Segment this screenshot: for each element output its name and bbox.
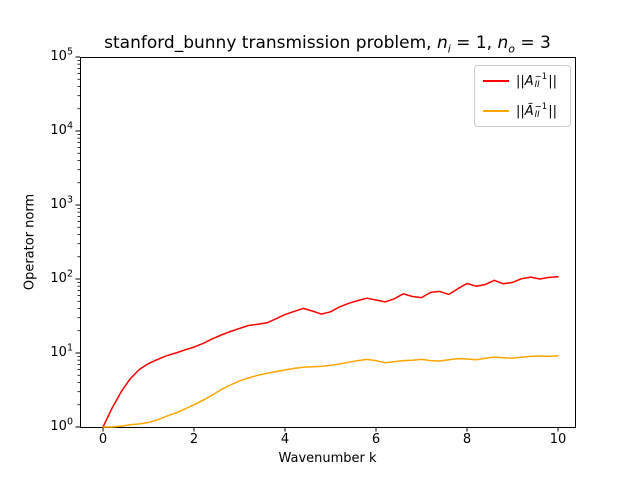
y-tick-label: 104	[50, 120, 73, 138]
legend-line-sample-orange	[483, 110, 509, 112]
subscript: II	[534, 110, 540, 120]
y-tick-label: 101	[50, 342, 73, 360]
y-tick-label: 103	[50, 194, 73, 212]
superscript: −1	[534, 102, 548, 112]
legend-line-sample-red	[483, 80, 509, 82]
norm-bars: ||	[516, 73, 525, 89]
legend: || A −1 II || || Ã −1 II ||	[474, 65, 571, 127]
chart-title: stanford_bunny transmission problem, ni …	[80, 33, 575, 55]
title-end: = 3	[514, 33, 551, 53]
x-tick-label: 8	[462, 432, 472, 447]
x-axis-label: Wavenumber k	[278, 451, 377, 466]
y-tick-label: 100	[50, 416, 73, 434]
norm-bars: ||	[548, 103, 557, 119]
series-line-A-inv	[102, 276, 559, 428]
subscript: II	[534, 80, 540, 90]
script-stack: −1 II	[534, 72, 548, 90]
series-line-A-tilde-inv	[102, 354, 559, 428]
x-tick-label: 4	[280, 432, 290, 447]
matrix-symbol-A-tilde: Ã	[524, 103, 534, 119]
legend-entry-A-tilde: || Ã −1 II ||	[483, 102, 562, 120]
title-var-no: n	[497, 33, 509, 53]
script-stack: −1 II	[534, 102, 548, 120]
title-var-ni: n	[436, 33, 448, 53]
title-sub-o: o	[508, 42, 515, 56]
matrix-symbol-A: A	[524, 73, 534, 89]
norm-bars: ||	[516, 103, 525, 119]
superscript: −1	[534, 72, 548, 82]
title-sub-i: i	[447, 42, 451, 56]
legend-label-A: || A −1 II ||	[516, 72, 557, 90]
title-text: stanford_bunny transmission problem,	[104, 33, 437, 53]
x-tick-label: 6	[371, 432, 381, 447]
y-tick-label: 102	[50, 268, 73, 286]
y-tick-label: 105	[50, 46, 73, 64]
x-tick-label: 2	[189, 432, 199, 447]
norm-bars: ||	[548, 73, 557, 89]
legend-label-A-tilde: || Ã −1 II ||	[516, 102, 557, 120]
title-mid: = 1,	[450, 33, 498, 53]
x-tick-label: 0	[98, 432, 108, 447]
x-tick-label: 10	[549, 432, 567, 447]
axes-spines	[80, 57, 576, 428]
legend-entry-A: || A −1 II ||	[483, 72, 562, 90]
